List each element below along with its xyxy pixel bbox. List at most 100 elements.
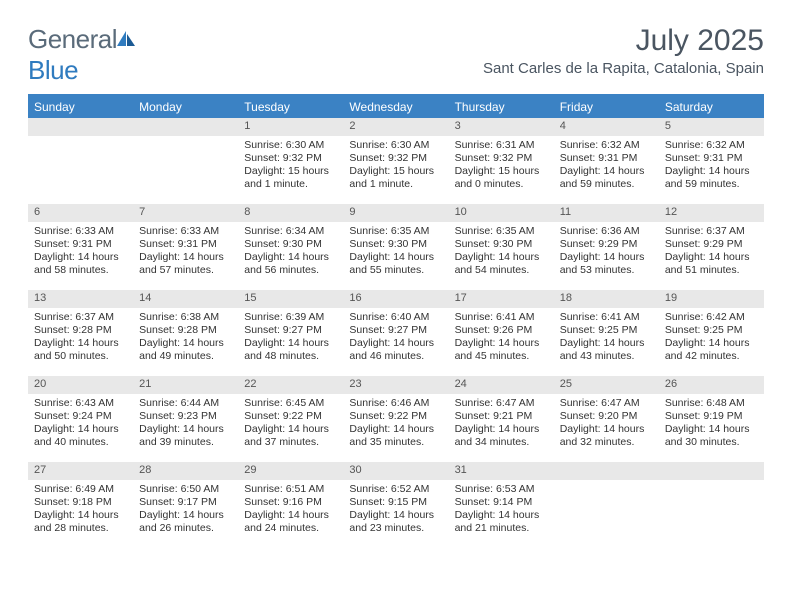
daylight-line: Daylight: 14 hours and 32 minutes. <box>560 423 653 449</box>
day-number: 4 <box>554 118 659 136</box>
sunrise-line: Sunrise: 6:30 AM <box>244 139 337 152</box>
day-body: Sunrise: 6:36 AMSunset: 9:29 PMDaylight:… <box>554 222 659 284</box>
location: Sant Carles de la Rapita, Catalonia, Spa… <box>483 60 764 77</box>
day-body: Sunrise: 6:35 AMSunset: 9:30 PMDaylight:… <box>449 222 554 284</box>
daylight-line: Daylight: 14 hours and 56 minutes. <box>244 251 337 277</box>
day-body: Sunrise: 6:51 AMSunset: 9:16 PMDaylight:… <box>238 480 343 542</box>
sunrise-line: Sunrise: 6:49 AM <box>34 483 127 496</box>
daylight-line: Daylight: 15 hours and 1 minute. <box>349 165 442 191</box>
sunset-line: Sunset: 9:31 PM <box>665 152 758 165</box>
day-number: 6 <box>28 204 133 222</box>
daylight-line: Daylight: 14 hours and 50 minutes. <box>34 337 127 363</box>
sunset-line: Sunset: 9:30 PM <box>244 238 337 251</box>
weekday-header: Monday <box>133 96 238 118</box>
day-cell: 30Sunrise: 6:52 AMSunset: 9:15 PMDayligh… <box>343 462 448 548</box>
week-row: 27Sunrise: 6:49 AMSunset: 9:18 PMDayligh… <box>28 462 764 548</box>
sunrise-line: Sunrise: 6:32 AM <box>560 139 653 152</box>
sunset-line: Sunset: 9:26 PM <box>455 324 548 337</box>
day-cell: 20Sunrise: 6:43 AMSunset: 9:24 PMDayligh… <box>28 376 133 462</box>
day-cell: 2Sunrise: 6:30 AMSunset: 9:32 PMDaylight… <box>343 118 448 204</box>
sunset-line: Sunset: 9:14 PM <box>455 496 548 509</box>
day-cell: 14Sunrise: 6:38 AMSunset: 9:28 PMDayligh… <box>133 290 238 376</box>
sunset-line: Sunset: 9:24 PM <box>34 410 127 423</box>
daylight-line: Daylight: 14 hours and 39 minutes. <box>139 423 232 449</box>
day-body: Sunrise: 6:31 AMSunset: 9:32 PMDaylight:… <box>449 136 554 198</box>
day-body: Sunrise: 6:41 AMSunset: 9:26 PMDaylight:… <box>449 308 554 370</box>
daylight-line: Daylight: 14 hours and 55 minutes. <box>349 251 442 277</box>
sunset-line: Sunset: 9:31 PM <box>560 152 653 165</box>
sunrise-line: Sunrise: 6:34 AM <box>244 225 337 238</box>
daylight-line: Daylight: 14 hours and 35 minutes. <box>349 423 442 449</box>
daylight-line: Daylight: 14 hours and 57 minutes. <box>139 251 232 277</box>
sunset-line: Sunset: 9:32 PM <box>244 152 337 165</box>
day-number: 10 <box>449 204 554 222</box>
week-row: 6Sunrise: 6:33 AMSunset: 9:31 PMDaylight… <box>28 204 764 290</box>
daylight-line: Daylight: 14 hours and 21 minutes. <box>455 509 548 535</box>
day-body: Sunrise: 6:38 AMSunset: 9:28 PMDaylight:… <box>133 308 238 370</box>
day-cell: 4Sunrise: 6:32 AMSunset: 9:31 PMDaylight… <box>554 118 659 204</box>
sunrise-line: Sunrise: 6:42 AM <box>665 311 758 324</box>
day-cell: 25Sunrise: 6:47 AMSunset: 9:20 PMDayligh… <box>554 376 659 462</box>
day-number: 21 <box>133 376 238 394</box>
day-number: 7 <box>133 204 238 222</box>
logo-text: GeneralBlue <box>28 24 137 86</box>
sunrise-line: Sunrise: 6:32 AM <box>665 139 758 152</box>
sunrise-line: Sunrise: 6:47 AM <box>455 397 548 410</box>
day-number: 24 <box>449 376 554 394</box>
day-cell: 5Sunrise: 6:32 AMSunset: 9:31 PMDaylight… <box>659 118 764 204</box>
sunrise-line: Sunrise: 6:53 AM <box>455 483 548 496</box>
weekday-header: Sunday <box>28 96 133 118</box>
sunset-line: Sunset: 9:28 PM <box>139 324 232 337</box>
sunrise-line: Sunrise: 6:51 AM <box>244 483 337 496</box>
sunrise-line: Sunrise: 6:31 AM <box>455 139 548 152</box>
sunset-line: Sunset: 9:29 PM <box>560 238 653 251</box>
day-number: 31 <box>449 462 554 480</box>
calendar-body: 1Sunrise: 6:30 AMSunset: 9:32 PMDaylight… <box>28 118 764 548</box>
sunrise-line: Sunrise: 6:33 AM <box>139 225 232 238</box>
sunset-line: Sunset: 9:27 PM <box>349 324 442 337</box>
day-cell: 21Sunrise: 6:44 AMSunset: 9:23 PMDayligh… <box>133 376 238 462</box>
day-number: 1 <box>238 118 343 136</box>
sunrise-line: Sunrise: 6:45 AM <box>244 397 337 410</box>
day-body: Sunrise: 6:34 AMSunset: 9:30 PMDaylight:… <box>238 222 343 284</box>
day-body: Sunrise: 6:37 AMSunset: 9:29 PMDaylight:… <box>659 222 764 284</box>
sunset-line: Sunset: 9:22 PM <box>349 410 442 423</box>
day-cell: 15Sunrise: 6:39 AMSunset: 9:27 PMDayligh… <box>238 290 343 376</box>
day-number: 12 <box>659 204 764 222</box>
day-cell: 1Sunrise: 6:30 AMSunset: 9:32 PMDaylight… <box>238 118 343 204</box>
day-number: 13 <box>28 290 133 308</box>
daylight-line: Daylight: 14 hours and 30 minutes. <box>665 423 758 449</box>
day-body: Sunrise: 6:49 AMSunset: 9:18 PMDaylight:… <box>28 480 133 542</box>
day-cell: 18Sunrise: 6:41 AMSunset: 9:25 PMDayligh… <box>554 290 659 376</box>
day-body: Sunrise: 6:30 AMSunset: 9:32 PMDaylight:… <box>238 136 343 198</box>
sunrise-line: Sunrise: 6:41 AM <box>560 311 653 324</box>
logo-text-blue: Blue <box>28 55 78 85</box>
sunrise-line: Sunrise: 6:33 AM <box>34 225 127 238</box>
daylight-line: Daylight: 14 hours and 24 minutes. <box>244 509 337 535</box>
daylight-line: Daylight: 14 hours and 42 minutes. <box>665 337 758 363</box>
sunset-line: Sunset: 9:29 PM <box>665 238 758 251</box>
day-number: 17 <box>449 290 554 308</box>
day-body: Sunrise: 6:47 AMSunset: 9:21 PMDaylight:… <box>449 394 554 456</box>
sunrise-line: Sunrise: 6:46 AM <box>349 397 442 410</box>
day-cell: 22Sunrise: 6:45 AMSunset: 9:22 PMDayligh… <box>238 376 343 462</box>
day-body: Sunrise: 6:32 AMSunset: 9:31 PMDaylight:… <box>554 136 659 198</box>
daylight-line: Daylight: 14 hours and 45 minutes. <box>455 337 548 363</box>
sunset-line: Sunset: 9:32 PM <box>349 152 442 165</box>
day-cell: 6Sunrise: 6:33 AMSunset: 9:31 PMDaylight… <box>28 204 133 290</box>
day-number: 14 <box>133 290 238 308</box>
day-cell: 24Sunrise: 6:47 AMSunset: 9:21 PMDayligh… <box>449 376 554 462</box>
day-cell <box>659 462 764 548</box>
day-cell: 28Sunrise: 6:50 AMSunset: 9:17 PMDayligh… <box>133 462 238 548</box>
sunset-line: Sunset: 9:18 PM <box>34 496 127 509</box>
sunrise-line: Sunrise: 6:39 AM <box>244 311 337 324</box>
day-number: 9 <box>343 204 448 222</box>
daylight-line: Daylight: 14 hours and 28 minutes. <box>34 509 127 535</box>
sunrise-line: Sunrise: 6:52 AM <box>349 483 442 496</box>
week-row: 1Sunrise: 6:30 AMSunset: 9:32 PMDaylight… <box>28 118 764 204</box>
empty-day-header <box>659 462 764 480</box>
day-body: Sunrise: 6:41 AMSunset: 9:25 PMDaylight:… <box>554 308 659 370</box>
logo-text-gray: General <box>28 24 117 54</box>
week-row: 13Sunrise: 6:37 AMSunset: 9:28 PMDayligh… <box>28 290 764 376</box>
day-cell: 8Sunrise: 6:34 AMSunset: 9:30 PMDaylight… <box>238 204 343 290</box>
